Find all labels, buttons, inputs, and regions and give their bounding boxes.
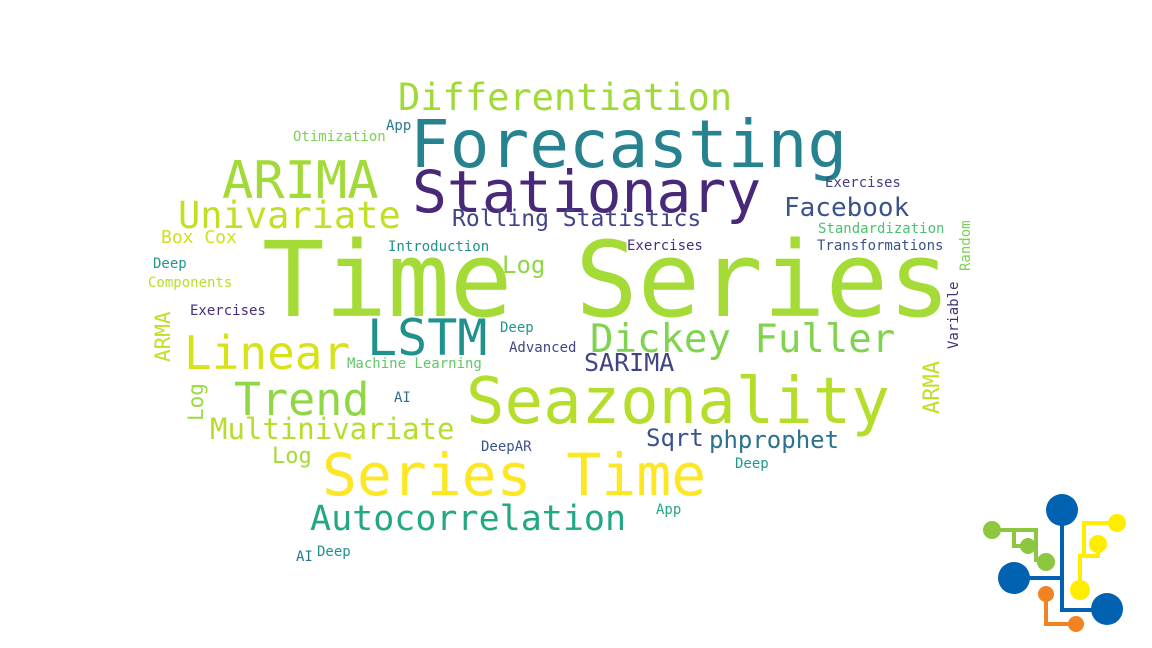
word-autocorrelation: Autocorrelation — [310, 499, 627, 539]
word-variable: Variable — [946, 281, 962, 349]
word-deepar: DeepAR — [481, 439, 532, 455]
word-introduction: Introduction — [388, 239, 490, 255]
word-multinivariate: Multinivariate — [210, 412, 455, 446]
word-components: Components — [148, 275, 233, 291]
word-facebook: Facebook — [784, 193, 910, 223]
word-exercises-1: Exercises — [825, 175, 901, 191]
word-exercises-3: Exercises — [190, 303, 266, 319]
logo-green-node-1 — [983, 521, 1001, 539]
logo-green-node-3 — [1037, 553, 1055, 571]
logo-yellow-node-2 — [1089, 535, 1107, 553]
logo-orange-trace — [1044, 594, 1076, 626]
word-phprophet: phprophet — [709, 426, 840, 454]
word-univariate: Univariate — [178, 194, 401, 237]
word-log-2: Log — [184, 383, 208, 421]
word-dickey-fuller: Dickey Fuller — [590, 317, 896, 362]
word-otimization: Otimization — [293, 129, 386, 145]
word-arima: ARIMA — [222, 151, 379, 211]
word-deep-4: Deep — [317, 544, 351, 560]
word-arma-2: ARMA — [920, 361, 945, 414]
word-series-time: Series Time — [322, 441, 707, 509]
logo-blue-node-right — [1091, 593, 1123, 625]
circuit-logo-icon — [983, 494, 1126, 632]
word-seazonality: Seazonality — [466, 365, 890, 439]
word-sarima: SARIMA — [584, 348, 675, 377]
logo-orange-node-1 — [1038, 586, 1054, 602]
word-app-2: App — [656, 502, 682, 518]
word-box-cox: Box Cox — [161, 227, 237, 248]
word-sqrt: Sqrt — [646, 424, 704, 452]
word-stationary: Stationary — [412, 158, 762, 226]
word-ai-1: AI — [394, 390, 411, 406]
word-deep-2: Deep — [500, 320, 534, 336]
logo-green-node-2 — [1020, 538, 1036, 554]
word-arma-1: ARMA — [151, 311, 175, 362]
word-lstm: LSTM — [367, 309, 488, 367]
word-log-1: Log — [502, 251, 546, 279]
word-log-3: Log — [272, 444, 312, 469]
word-deep-1: Deep — [153, 256, 187, 272]
word-exercises-2: Exercises — [627, 238, 703, 254]
word-trend: Trend — [234, 373, 370, 426]
word-advanced: Advanced — [509, 340, 577, 356]
word-time-series: Time Series — [262, 219, 951, 341]
logo-blue-node-left — [998, 562, 1030, 594]
word-linear: Linear — [184, 326, 351, 380]
word-differentiation: Differentiation — [398, 76, 733, 119]
word-app-1: App — [386, 118, 412, 134]
word-machine-learning: Machine Learning — [347, 356, 482, 372]
word-ai-2: AI — [296, 549, 313, 565]
logo-blue-node-top — [1046, 494, 1078, 526]
word-transformations: Transformations — [817, 238, 944, 254]
logo-yellow-node-3 — [1070, 580, 1090, 600]
word-standardization: Standardization — [818, 221, 945, 237]
word-random: Random — [958, 220, 974, 271]
word-rolling-statistics: Rolling Statistics — [452, 206, 702, 232]
logo-yellow-node-1 — [1108, 514, 1126, 532]
word-deep-3: Deep — [735, 456, 769, 472]
logo-orange-node-2 — [1068, 616, 1084, 632]
word-forecasting: Forecasting — [410, 106, 848, 183]
